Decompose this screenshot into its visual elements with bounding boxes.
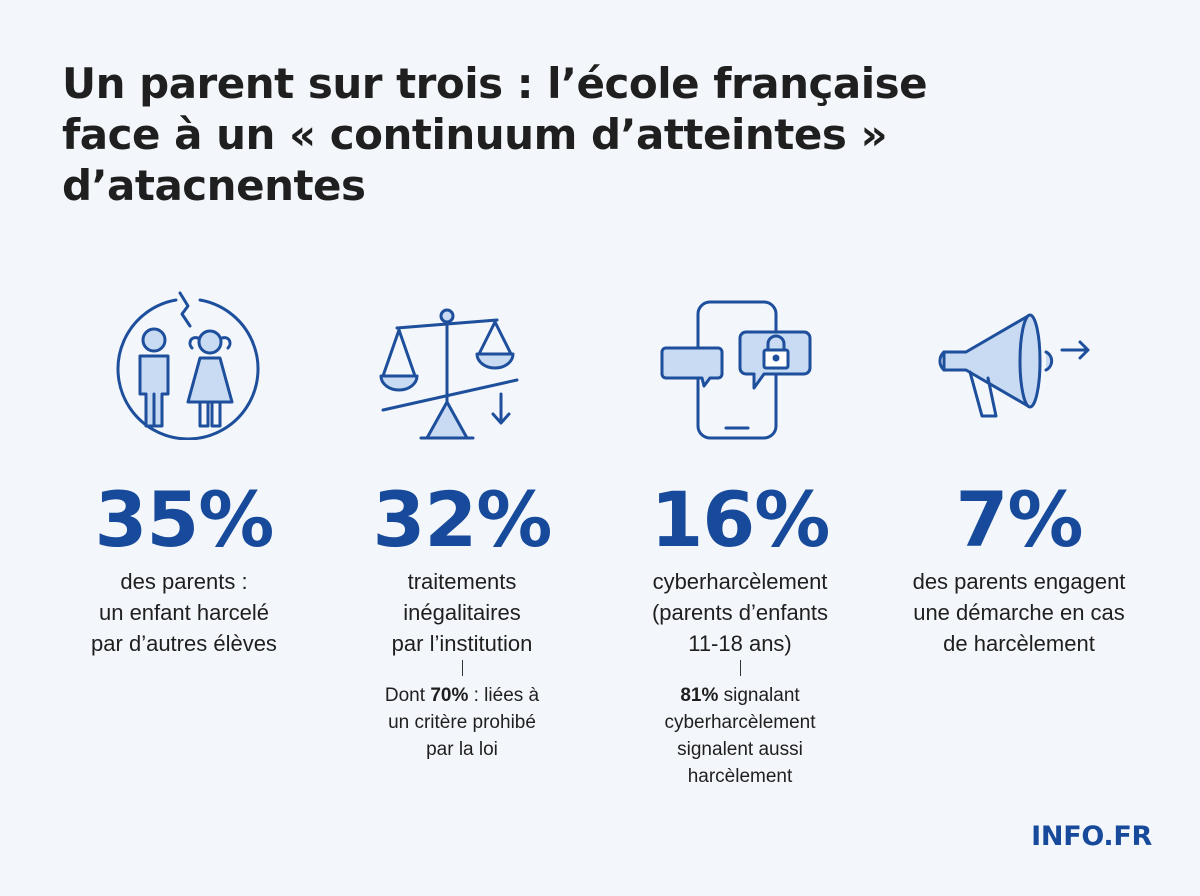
children-broken-circle-icon <box>34 290 334 450</box>
stat-description: des parents engagent une démarche en cas… <box>869 566 1169 659</box>
stat-card-harassment: 35% des parents : un enfant harcelé par … <box>34 290 334 656</box>
stat-note: 81% signalant cyberharcèlement signalent… <box>590 682 890 790</box>
stat-value: 7% <box>955 475 1083 564</box>
desc-line: cyberharcèlement <box>652 569 828 594</box>
desc-line: (parents d’enfants <box>651 600 829 625</box>
desc-line: par d’autres élèves <box>91 631 277 656</box>
stat-value: 35% <box>94 475 275 564</box>
note-rest: : liées à <box>468 685 540 706</box>
brand-logo[interactable]: INFO.FR <box>1031 821 1152 852</box>
title-line-3: d’atacnentes <box>62 161 366 210</box>
stat-note: Dont 70% : liées à un critère prohibé pa… <box>312 682 612 763</box>
stat-card-parents-action: 7% des parents engagent une démarche en … <box>869 290 1169 656</box>
desc-line: de harcèlement <box>943 631 1095 656</box>
note-line-2: un critère prohibé <box>388 712 536 733</box>
page-title: Un parent sur trois : l’école française … <box>62 58 1062 211</box>
desc-line: inégalitaires <box>403 600 521 625</box>
note-line-2: cyberharcèlement <box>664 712 816 733</box>
note-line-4: harcèlement <box>687 766 793 787</box>
stat-description: cyberharcèlement (parents d’enfants 11-1… <box>590 566 890 659</box>
stat-card-cyberharassment: 16% cyberharcèlement (parents d’enfants … <box>590 290 890 787</box>
title-line-1: Un parent sur trois : l’école française <box>62 59 928 108</box>
desc-line: des parents engagent <box>912 569 1126 594</box>
note-prefix: Dont <box>384 685 431 706</box>
desc-line: des parents : <box>120 569 248 594</box>
megaphone-icon <box>869 290 1169 450</box>
title-line-2: face à un « continuum d’atteintes » <box>62 110 888 159</box>
desc-line: par l’institution <box>391 631 533 656</box>
note-connector <box>462 660 463 676</box>
desc-line: une démarche en cas <box>913 600 1125 625</box>
unbalanced-scale-icon <box>312 290 612 450</box>
note-connector <box>740 660 741 676</box>
stat-value: 16% <box>650 475 831 564</box>
note-line-3: signalent aussi <box>677 739 803 760</box>
stat-card-unequal-treatment: 32% traitements inégalitaires par l’inst… <box>312 290 612 760</box>
note-line-1: 81% signalant <box>590 682 890 709</box>
desc-line: traitements <box>407 569 517 594</box>
smartphone-lock-chat-icon <box>590 290 890 450</box>
note-rest: signalant <box>718 685 800 706</box>
stat-description: traitements inégalitaires par l’institut… <box>312 566 612 659</box>
note-line-3: par la loi <box>426 739 498 760</box>
desc-line: 11-18 ans) <box>688 631 792 656</box>
desc-line: un enfant harcelé <box>98 600 270 625</box>
note-line-1: Dont 70% : liées à <box>312 682 612 709</box>
note-highlight: 70% <box>430 685 469 706</box>
stat-value: 32% <box>372 475 553 564</box>
note-highlight: 81% <box>680 685 719 706</box>
stat-description: des parents : un enfant harcelé par d’au… <box>34 566 334 659</box>
